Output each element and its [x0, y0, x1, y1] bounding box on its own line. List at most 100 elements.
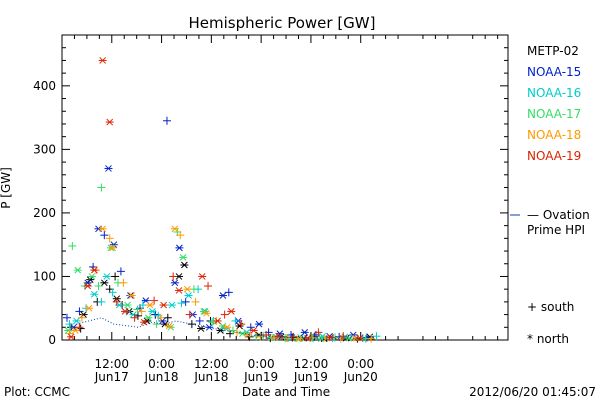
data-point	[116, 267, 125, 276]
data-point	[133, 305, 142, 314]
y-axis: 0 100 200 300 400	[33, 34, 508, 347]
data-point	[213, 317, 222, 325]
data-point	[90, 266, 99, 274]
data-point	[183, 285, 192, 293]
legend-entry: NOAA-16	[527, 86, 581, 100]
data-point	[174, 287, 183, 294]
data-point	[176, 231, 185, 240]
data-point	[75, 323, 84, 332]
data-point	[77, 313, 86, 322]
data-point	[282, 334, 291, 343]
data-point	[108, 244, 117, 252]
data-point	[256, 332, 265, 341]
data-point	[246, 323, 255, 332]
legend-entry: NOAA-15	[527, 65, 581, 79]
y-tick-label: 200	[33, 206, 56, 220]
data-point	[84, 304, 93, 312]
data-point	[326, 334, 335, 341]
data-point	[237, 320, 246, 329]
data-point	[158, 317, 167, 325]
data-point	[208, 318, 217, 327]
data-point	[227, 308, 236, 315]
data-point	[105, 118, 114, 126]
data-point	[90, 290, 99, 298]
data-point	[185, 310, 194, 319]
data-point	[367, 334, 376, 343]
footer-timestamp: 2012/06/20 01:45:07	[469, 385, 596, 399]
x-tick-label: 0:00	[148, 357, 175, 371]
x-tick-label: 0:00	[347, 357, 374, 371]
y-tick-label: 0	[48, 333, 56, 347]
data-point	[289, 332, 298, 341]
ovation-legend-label-2: Prime HPI	[527, 223, 585, 237]
data-point	[170, 225, 179, 233]
data-point	[100, 231, 109, 240]
footer-credit: Plot: CCMC	[4, 385, 70, 399]
legend-entry: METP-02	[527, 44, 579, 58]
data-point	[76, 324, 85, 333]
y-tick-label: 400	[33, 79, 56, 93]
data-point	[137, 307, 146, 316]
data-point	[150, 296, 159, 305]
data-point	[196, 325, 205, 332]
legend: METP-02 NOAA-15 NOAA-16 NOAA-17 NOAA-18 NOAA-…	[527, 44, 581, 163]
data-point	[274, 332, 283, 340]
data-point	[138, 301, 147, 310]
data-point	[162, 116, 171, 125]
data-point	[98, 225, 107, 233]
data-point	[62, 313, 71, 322]
x-axis-label: Date and Time	[242, 385, 330, 399]
data-point	[94, 281, 103, 290]
data-point	[243, 331, 252, 339]
chart-title: Hemispheric Power [GW]	[189, 14, 376, 32]
data-point	[223, 323, 232, 331]
data-point	[179, 254, 188, 261]
data-point	[73, 266, 82, 274]
data-point	[195, 316, 204, 325]
data-point	[127, 292, 136, 299]
data-point	[111, 272, 120, 281]
data-point	[121, 308, 130, 315]
data-point	[175, 244, 184, 252]
data-point	[362, 333, 371, 342]
x-tick-label-date: Jun19	[243, 370, 278, 384]
y-axis-label: P [GW]	[0, 167, 13, 209]
legend-entry: NOAA-17	[527, 107, 581, 121]
data-point	[71, 327, 80, 334]
data-point	[129, 311, 138, 318]
data-point	[152, 320, 161, 329]
data-point	[79, 311, 88, 318]
data-point	[303, 334, 312, 342]
data-point	[123, 301, 132, 309]
data-point	[72, 317, 81, 325]
data-point	[165, 322, 174, 330]
north-symbol-legend: * north	[527, 332, 569, 346]
data-point	[65, 329, 74, 338]
data-point	[307, 333, 316, 342]
data-point	[372, 332, 381, 341]
legend-entry: NOAA-18	[527, 128, 581, 142]
data-point	[184, 292, 193, 299]
data-point	[339, 332, 348, 341]
x-tick-label-date: Jun18	[144, 370, 179, 384]
data-point	[145, 301, 154, 309]
data-point	[169, 272, 178, 281]
data-point	[102, 273, 111, 280]
data-point	[170, 279, 179, 287]
data-point	[119, 278, 128, 287]
data-point	[130, 313, 139, 322]
x-tick-label: 12:00	[294, 357, 329, 371]
x-axis: 12:00Jun170:00Jun1812:00Jun180:00Jun1912…	[73, 35, 499, 384]
y-tick-label: 100	[33, 269, 56, 283]
data-point	[67, 333, 76, 341]
data-point	[75, 307, 84, 316]
data-point	[314, 328, 323, 337]
data-point	[156, 313, 165, 322]
x-tick-label-date: Jun20	[343, 370, 378, 384]
data-point	[228, 326, 237, 335]
data-point	[249, 327, 258, 334]
data-point	[100, 279, 109, 287]
data-point	[204, 281, 213, 290]
data-point	[64, 327, 73, 334]
x-tick-label-date: Jun17	[94, 370, 129, 384]
